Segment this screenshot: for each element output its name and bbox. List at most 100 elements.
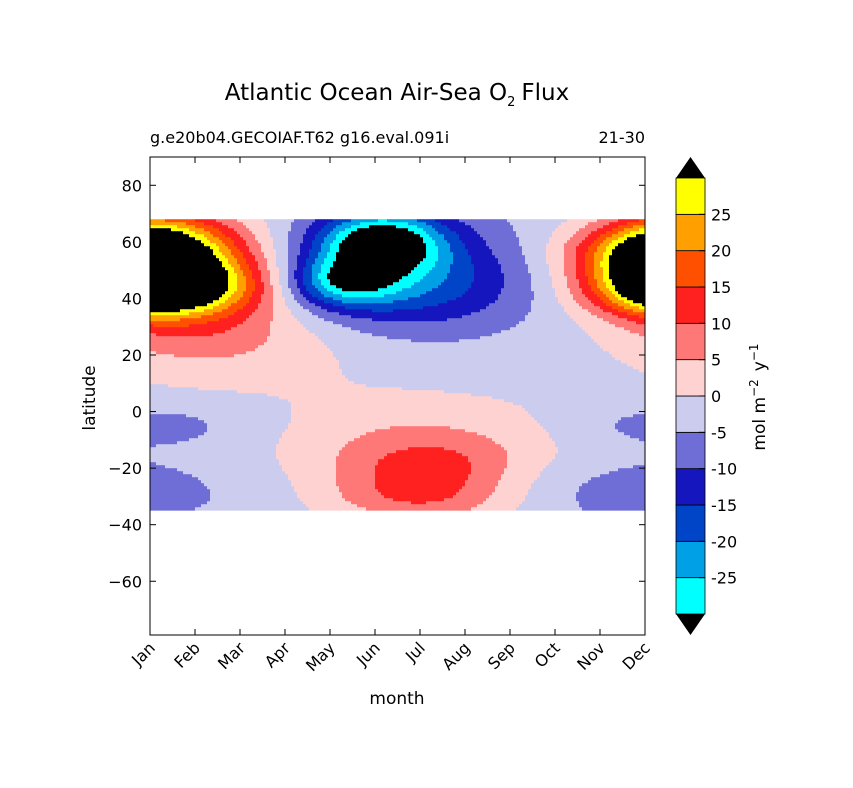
contour-cell (423, 246, 427, 250)
contour-cell (582, 300, 586, 304)
contour-cell (390, 282, 394, 286)
contour-cell (264, 297, 268, 301)
contour-cell (291, 231, 295, 235)
contour-cell (324, 258, 328, 262)
contour-cell (294, 231, 298, 235)
contour-cell (591, 258, 595, 262)
contour-cell (270, 303, 274, 307)
contour-cell (609, 237, 613, 241)
contour-cell (489, 249, 493, 253)
contour-cell (642, 306, 645, 310)
contour-cell (351, 243, 355, 247)
contour-cell (291, 279, 295, 283)
contour-cell (312, 303, 316, 307)
contour-cell (564, 303, 568, 307)
contour-cell (471, 306, 475, 310)
contour-cell (324, 246, 328, 250)
contour-cell (339, 231, 343, 235)
contour-cell (585, 297, 589, 301)
contour-cell (291, 255, 295, 259)
contour-cell (186, 237, 190, 241)
contour-cell (255, 276, 259, 280)
contour-cell (441, 306, 445, 310)
contour-cell (240, 222, 244, 226)
contour-cell (198, 291, 202, 295)
contour-cell (555, 303, 559, 307)
contour-cell (561, 228, 565, 232)
contour-cell (525, 222, 529, 226)
contour-cell (210, 267, 214, 271)
contour-cell (150, 309, 154, 313)
contour-cell (516, 249, 520, 253)
contour-cell (438, 252, 442, 256)
contour-cell (363, 240, 367, 244)
contour-cell (636, 249, 640, 253)
contour-cell (261, 237, 265, 241)
contour-cell (552, 294, 556, 298)
contour-cell (423, 267, 427, 271)
contour-cell (423, 300, 427, 304)
contour-cell (192, 222, 196, 226)
contour-cell (366, 273, 370, 277)
contour-cell (228, 243, 232, 247)
contour-cell (345, 258, 349, 262)
contour-cell (627, 246, 631, 250)
contour-cell (249, 252, 253, 256)
contour-cell (468, 219, 472, 223)
contour-cell (261, 267, 265, 271)
contour-cell (534, 249, 538, 253)
contour-cell (360, 282, 364, 286)
contour-cell (336, 282, 340, 286)
contour-cell (642, 300, 645, 304)
contour-cell (609, 285, 613, 289)
contour-cell (387, 276, 391, 280)
contour-cell (636, 243, 640, 247)
contour-cell (477, 270, 481, 274)
contour-cell (168, 222, 172, 226)
contour-cell (408, 291, 412, 295)
contour-cell (486, 276, 490, 280)
contour-cell (435, 219, 439, 223)
contour-cell (291, 240, 295, 244)
contour-cell (261, 243, 265, 247)
contour-cell (186, 282, 190, 286)
contour-cell (339, 219, 343, 223)
contour-cell (342, 234, 346, 238)
contour-cell (327, 300, 331, 304)
contour-cell (354, 246, 358, 250)
contour-cell (153, 246, 157, 250)
contour-cell (588, 225, 592, 229)
contour-cell (582, 270, 586, 274)
contour-cell (153, 294, 157, 298)
contour-cell (168, 261, 172, 265)
contour-cell (522, 243, 526, 247)
contour-cell (342, 249, 346, 253)
contour-cell (435, 282, 439, 286)
contour-cell (237, 270, 241, 274)
contour-cell (159, 222, 163, 226)
contour-cell (234, 264, 238, 268)
contour-cell (228, 219, 232, 223)
contour-cell (615, 219, 619, 223)
contour-cell (381, 270, 385, 274)
contour-cell (627, 270, 631, 274)
contour-cell (441, 279, 445, 283)
contour-cell (348, 234, 352, 238)
contour-cell (198, 252, 202, 256)
contour-cell (477, 261, 481, 265)
contour-cell (450, 285, 454, 289)
contour-cell (381, 306, 385, 310)
contour-cell (414, 234, 418, 238)
contour-cell (606, 285, 610, 289)
contour-cell (351, 285, 355, 289)
contour-cell (162, 258, 166, 262)
contour-cell (315, 267, 319, 271)
contour-cell (303, 252, 307, 256)
contour-cell (201, 219, 205, 223)
contour-cell (267, 264, 271, 268)
contour-cell (327, 294, 331, 298)
contour-cell (624, 264, 628, 268)
contour-cell (222, 300, 226, 304)
contour-cell (252, 249, 256, 253)
contour-cell (261, 222, 265, 226)
